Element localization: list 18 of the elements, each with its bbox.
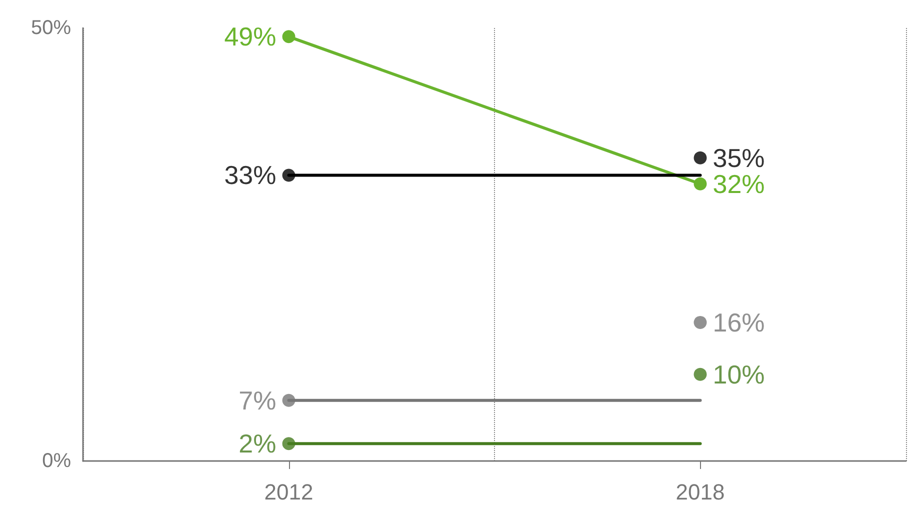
point bbox=[694, 316, 707, 329]
x-tick-label: 2018 bbox=[676, 480, 725, 504]
data-label: 49% bbox=[224, 22, 276, 52]
data-label: 33% bbox=[224, 160, 276, 190]
data-label: 2% bbox=[238, 428, 276, 459]
point bbox=[282, 437, 296, 450]
y-tick-label: 50% bbox=[30, 17, 72, 39]
point bbox=[694, 151, 707, 164]
data-label: 7% bbox=[238, 385, 276, 416]
point bbox=[282, 394, 296, 407]
point bbox=[282, 30, 296, 44]
data-label: 10% bbox=[712, 359, 765, 390]
data-label: 16% bbox=[712, 307, 765, 338]
y-tick-label: 0% bbox=[42, 450, 72, 472]
x-tick-label: 2012 bbox=[264, 480, 314, 504]
point bbox=[694, 177, 707, 190]
point bbox=[282, 168, 296, 182]
point bbox=[694, 368, 707, 381]
